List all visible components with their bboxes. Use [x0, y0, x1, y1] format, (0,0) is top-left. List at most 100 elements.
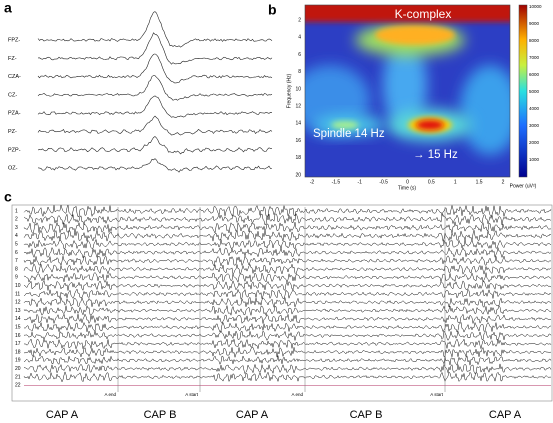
- eeg-trace: [37, 75, 273, 101]
- colorbar-tick-label: 10000: [529, 4, 542, 9]
- x-tick-label: 1: [454, 179, 457, 185]
- channel-number: 17: [15, 341, 21, 347]
- eeg-trace: [23, 304, 552, 317]
- blob: [383, 40, 427, 130]
- phase-label: CAP B: [350, 409, 383, 421]
- channel-number: 1: [15, 208, 18, 214]
- x-tick-label: -2: [310, 179, 315, 185]
- channel-number: 18: [15, 349, 21, 355]
- channel-label: FZ-: [8, 56, 17, 62]
- x-tick-label: 2: [502, 179, 505, 185]
- blob: [375, 25, 455, 45]
- eeg-trace: [23, 221, 552, 235]
- phase-label: CAP A: [489, 409, 522, 421]
- colorbar-tick-label: 8000: [529, 38, 540, 43]
- x-tick-label: -0.5: [379, 179, 388, 185]
- channel-number: 8: [15, 266, 18, 272]
- channel-number: 14: [15, 316, 21, 322]
- channel-number: 13: [15, 308, 21, 314]
- channel-number: 21: [15, 374, 21, 380]
- eeg-trace: [23, 229, 552, 243]
- eeg-trace: [23, 280, 552, 291]
- colorbar-tick-label: 1000: [529, 157, 540, 162]
- blob: [416, 120, 444, 130]
- event-label: A start: [185, 392, 199, 397]
- x-tick-label: 0.5: [428, 179, 435, 185]
- channel-label: PZP-: [8, 147, 21, 153]
- channel-number: 7: [15, 258, 18, 264]
- colorbar-tick-label: 3000: [529, 123, 540, 128]
- eeg-trace: [37, 11, 273, 48]
- y-tick-label: 18: [295, 155, 301, 161]
- eeg-trace: [23, 355, 552, 366]
- x-tick-label: -1.5: [332, 179, 341, 185]
- channel-label: CZA-: [8, 74, 21, 80]
- event-label: A end: [104, 392, 116, 397]
- channel-number: 9: [15, 275, 18, 281]
- y-tick-label: 20: [295, 172, 301, 178]
- eeg-trace: [37, 95, 273, 118]
- eeg-trace: [37, 115, 273, 136]
- channel-number: 12: [15, 300, 21, 306]
- panel-label: c: [4, 189, 12, 205]
- y-tick-label: 4: [298, 35, 301, 41]
- eeg-trace: [23, 263, 552, 276]
- eeg-trace: [23, 296, 552, 309]
- eeg-trace: [23, 212, 552, 226]
- axis-label: Time (s): [398, 185, 416, 191]
- eeg-trace: [23, 238, 552, 250]
- channel-number: 10: [15, 283, 21, 289]
- eeg-trace: [23, 338, 552, 350]
- channel-number: 2: [15, 217, 18, 223]
- channel-number: 11: [15, 291, 20, 297]
- y-tick-label: 16: [295, 138, 301, 144]
- channel-label: PZ-: [8, 129, 17, 135]
- channel-number: 22: [15, 383, 21, 389]
- plot-frame: [304, 4, 511, 178]
- colorbar-tick-label: 5000: [529, 89, 540, 94]
- eeg-trace: [24, 363, 552, 375]
- spectrogram-ticks: -2 -1.5 -1 -0.5 0 0.5 1 1.5 2 2 4 6 8 10 12 14 16 18 20 100…: [295, 4, 542, 185]
- channel-number: 19: [15, 358, 21, 364]
- phase-label: CAP A: [46, 409, 79, 421]
- phase-label: CAP B: [144, 409, 177, 421]
- annotation: K-complex: [395, 7, 452, 21]
- channel-number: 16: [15, 333, 21, 339]
- channel-number: 3: [15, 225, 18, 231]
- channel-label: PZA-: [8, 111, 21, 117]
- y-tick-label: 12: [295, 104, 301, 110]
- event-label: A end: [291, 392, 303, 397]
- axis-label: Power (uV²): [510, 183, 537, 189]
- spectrogram-fill: [305, 5, 510, 155]
- channel-label: FPZ-: [8, 37, 20, 43]
- colorbar-tick-label: 6000: [529, 72, 540, 77]
- event-label: A start: [430, 392, 444, 397]
- channel-label: OZ-: [8, 166, 18, 172]
- eeg-trace: [23, 255, 552, 267]
- y-tick-label: 10: [295, 86, 301, 92]
- colorbar-tick-label: 4000: [529, 106, 540, 111]
- annotation: Spindle 14 Hz: [313, 128, 385, 140]
- eeg-trace: [23, 204, 552, 218]
- x-tick-label: 0: [406, 179, 409, 185]
- eeg-frame: [11, 204, 553, 402]
- channel-label: CZ-: [8, 92, 17, 98]
- eeg-trace: [37, 158, 273, 173]
- eeg-trace: [37, 53, 273, 84]
- y-tick-label: 2: [298, 18, 301, 24]
- eeg-trace: [23, 329, 552, 341]
- y-tick-label: 14: [295, 121, 301, 127]
- panel-a: FPZ- FZ- CZA- CZ- PZA- PZ- PZP- OZ-: [8, 11, 273, 173]
- eeg-trace: [23, 288, 552, 300]
- channel-number: 5: [15, 242, 18, 248]
- spectrogram: K-complex Spindle 14 Hz → 15 Hz Frequenc…: [286, 4, 537, 191]
- channel-number: 6: [15, 250, 18, 256]
- eeg-trace: [23, 321, 552, 333]
- panel-label: b: [268, 2, 277, 18]
- eeg-trace: [37, 32, 273, 65]
- panel-label: a: [4, 0, 12, 16]
- eeg-trace: [23, 346, 552, 358]
- colorbar-tick-label: 9000: [529, 21, 540, 26]
- eeg-trace: [37, 136, 273, 155]
